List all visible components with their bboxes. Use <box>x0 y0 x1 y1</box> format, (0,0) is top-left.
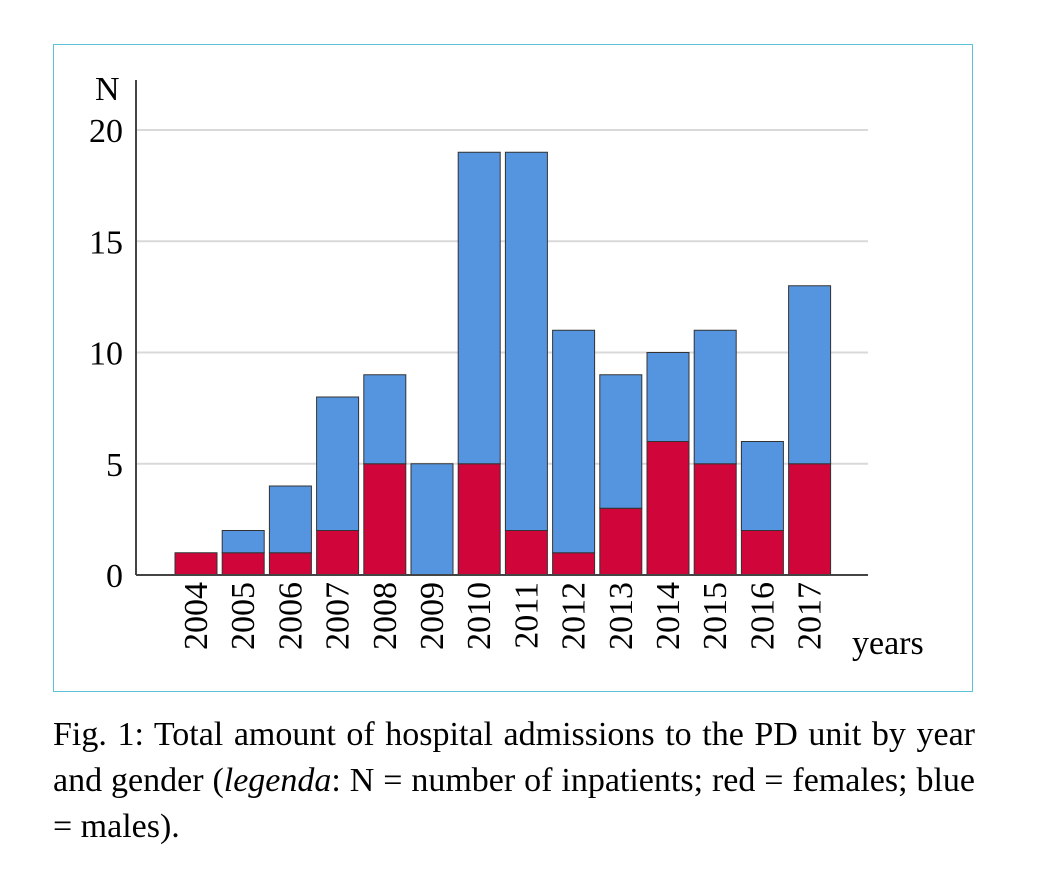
bar-segment-2015 <box>693 463 737 576</box>
y-tick-label: 10 <box>89 336 123 373</box>
axes <box>135 80 868 576</box>
x-tick-label: 2016 <box>744 582 781 650</box>
x-tick-label: 2005 <box>225 582 262 650</box>
bars <box>174 151 832 576</box>
figure-caption: Fig. 1: Total amount of hospital admissi… <box>53 712 975 850</box>
stacked-bar-chart: 0 5 10 15 20 2004 2005 2006 2007 2008 2009 2010 201… <box>89 71 924 662</box>
bar-segment-2007 <box>316 396 360 531</box>
x-tick-labels: 2004 2005 2006 2007 2008 2009 2010 2011 2012 2013… <box>178 582 829 650</box>
caption-legenda: legenda <box>223 762 332 799</box>
x-tick-label: 2014 <box>650 582 687 650</box>
y-tick-label: 20 <box>89 113 123 150</box>
bar-segment-2011 <box>504 151 548 531</box>
x-tick-label: 2011 <box>508 582 545 649</box>
bar-segment-2005 <box>221 552 265 576</box>
y-axis-label: N <box>95 71 120 108</box>
bar-segment-2017 <box>788 285 832 465</box>
x-tick-label: 2004 <box>178 582 215 650</box>
x-tick-label: 2007 <box>320 582 357 650</box>
bar-segment-2015 <box>693 329 737 465</box>
bar-segment-2016 <box>740 441 784 531</box>
gridlines <box>136 129 868 465</box>
bar-segment-2012 <box>552 552 596 576</box>
bar-segment-2012 <box>552 329 596 554</box>
y-tick-label: 0 <box>106 558 123 595</box>
y-tick-labels: 0 5 10 15 20 <box>89 113 123 595</box>
x-tick-label: 2008 <box>367 582 404 650</box>
caption-part-2: : N = number of inpatients; red = female… <box>53 762 975 845</box>
bar-segment-2011 <box>504 530 548 576</box>
bar-segment-2014 <box>646 441 690 576</box>
bar-segment-2014 <box>646 352 690 442</box>
bar-segment-2010 <box>457 463 501 576</box>
bar-segment-2017 <box>788 463 832 576</box>
x-tick-label: 2010 <box>461 582 498 650</box>
caption-part-1: Fig. 1: Total amount of hospital admissi… <box>53 716 975 799</box>
bar-segment-2009 <box>410 463 454 576</box>
bar-segment-2008 <box>363 374 407 465</box>
bar-segment-2007 <box>316 530 360 576</box>
x-axis-label: years <box>852 625 924 662</box>
bar-segment-2010 <box>457 151 501 465</box>
figure-frame <box>53 44 973 692</box>
x-tick-label: 2012 <box>556 582 593 650</box>
bar-segment-2013 <box>599 507 643 576</box>
y-tick-label: 15 <box>89 224 123 261</box>
bar-segment-2006 <box>268 552 312 576</box>
y-tick-label: 5 <box>106 447 123 484</box>
x-tick-label: 2006 <box>272 582 309 650</box>
x-tick-label: 2009 <box>414 582 451 650</box>
bar-segment-2008 <box>363 463 407 576</box>
bar-segment-2006 <box>268 485 312 554</box>
x-tick-label: 2017 <box>792 582 829 650</box>
bar-segment-2013 <box>599 374 643 509</box>
bar-segment-2016 <box>740 530 784 576</box>
x-tick-label: 2013 <box>603 582 640 650</box>
x-tick-label: 2015 <box>697 582 734 650</box>
bar-segment-2004 <box>174 552 218 576</box>
bar-segment-2005 <box>221 530 265 554</box>
